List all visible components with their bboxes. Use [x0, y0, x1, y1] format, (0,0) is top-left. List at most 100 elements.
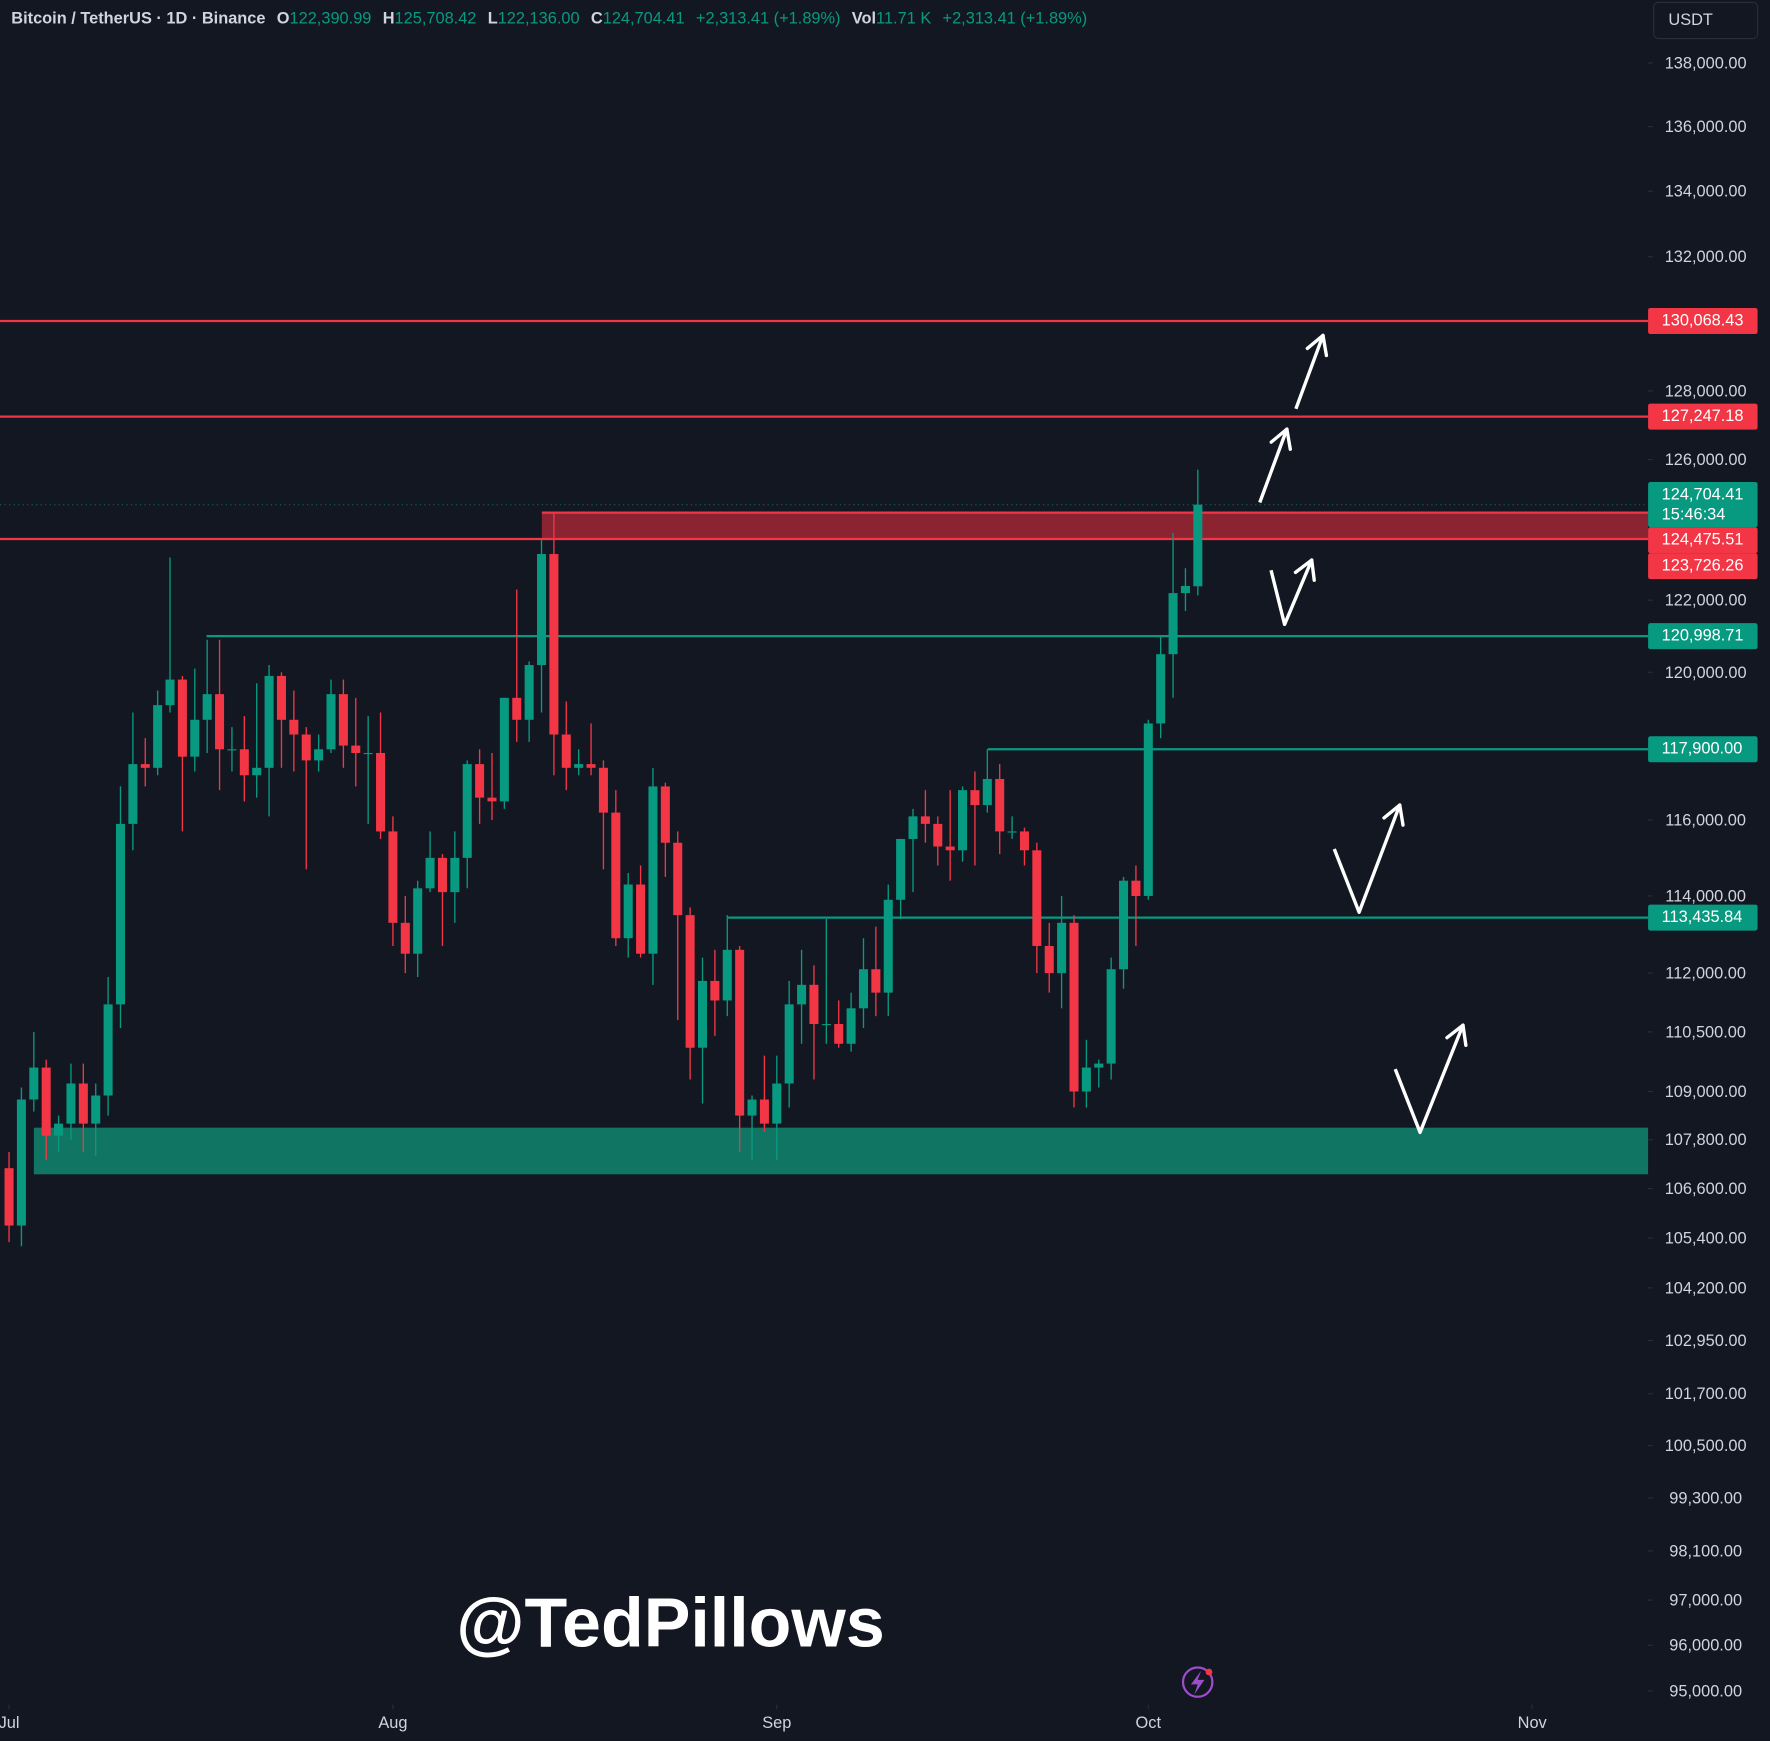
zone: [33, 1127, 1649, 1175]
candle-body: [1069, 922, 1079, 1092]
candle-body: [4, 1168, 14, 1226]
annotation-arrow: [1269, 558, 1316, 627]
icon-bolt[interactable]: [1190, 1670, 1205, 1695]
value: 11.71 K: [876, 10, 931, 28]
candle-body: [995, 778, 1005, 832]
candle-body: [301, 734, 311, 761]
price-axis-label: [1648, 736, 1758, 763]
candle-body: [499, 697, 509, 802]
value: 122,136.00: [498, 10, 580, 28]
candle-body: [945, 846, 955, 851]
candle-body: [388, 831, 398, 923]
y-tick-label: 114,000.00: [1665, 887, 1746, 905]
y-tick-label: 126,000.00: [1665, 451, 1747, 469]
candle-body: [834, 1024, 844, 1044]
candle-body: [264, 675, 274, 768]
candle-body: [475, 764, 485, 798]
price-axis-label-text: 124,704.41: [1662, 485, 1744, 503]
candle-body: [437, 857, 447, 893]
candle-body: [326, 694, 336, 750]
y-tick-label: 95,000.00: [1669, 1682, 1742, 1700]
candle-body: [1193, 504, 1203, 587]
candle-body: [920, 816, 930, 824]
y-tick-label: 109,000.00: [1665, 1083, 1747, 1101]
watermark: @TedPillows: [456, 1583, 884, 1661]
y-tick-label: 96,000.00: [1669, 1637, 1742, 1655]
zone: [541, 512, 1649, 539]
candle-body: [190, 719, 200, 757]
arrow-head: [1398, 803, 1405, 827]
candle-body: [524, 665, 534, 720]
candle-body: [239, 749, 249, 776]
candle-body: [685, 915, 695, 1048]
candle-body: [623, 884, 633, 939]
symbol: Bitcoin / TetherUS · 1D · Binance: [11, 10, 265, 28]
candle-body: [115, 823, 126, 1005]
plot-area: 138,000.00 136,000.00 134,000.00 132,000.00…: [0, 54, 1758, 1732]
price-axis-label: [1648, 553, 1758, 580]
currency-label[interactable]: USDT: [1668, 11, 1713, 29]
change: +2,313.41 (+1.89%): [943, 10, 1088, 28]
x-tick-label: Aug: [378, 1714, 407, 1732]
icon-dot[interactable]: [1205, 1668, 1213, 1676]
y-tick-label: 122,000.00: [1665, 592, 1747, 610]
arrow-shaft: [1269, 559, 1314, 627]
value: 124,704.41: [603, 10, 685, 28]
candle-body: [574, 764, 584, 768]
arrow-head: [1382, 803, 1402, 820]
candle-body: [735, 949, 745, 1116]
candle-body: [202, 694, 212, 720]
annotation-arrow: [1332, 803, 1405, 914]
lightning-icon[interactable]: [1181, 1666, 1214, 1698]
candle-body: [858, 969, 868, 1009]
icon-ring[interactable]: [1181, 1666, 1214, 1698]
currency-button[interactable]: [1653, 1, 1759, 40]
price-axis-label: [1648, 308, 1758, 334]
price-axis-label-text: 117,900.00: [1662, 740, 1743, 758]
price-axis-label-text: 130,068.43: [1662, 311, 1744, 329]
candle-body: [660, 786, 670, 843]
arrow-head: [1285, 427, 1292, 451]
candle-body: [289, 719, 299, 735]
price-axis-label: [1648, 623, 1758, 650]
x-tick-label: Oct: [1136, 1714, 1162, 1732]
candle-body: [1057, 922, 1067, 974]
y-tick-label: 134,000.00: [1665, 183, 1747, 201]
arrow-head: [1461, 1023, 1468, 1047]
label: Vol: [852, 10, 876, 28]
candle-body: [450, 857, 460, 893]
change: +2,313.41 (+1.89%): [696, 10, 841, 28]
candle-body: [982, 778, 992, 806]
candle-body: [276, 675, 286, 720]
candle-body: [103, 1004, 113, 1096]
y-tick-label: 104,200.00: [1665, 1279, 1747, 1297]
y-tick-label: 110,500.00: [1665, 1023, 1746, 1041]
y-tick-label: 120,000.00: [1665, 664, 1747, 682]
candle-body: [958, 790, 968, 851]
price-axis-label: [1648, 482, 1758, 528]
price-axis-label-text: 113,435.84: [1662, 908, 1743, 926]
y-tick-label: 97,000.00: [1669, 1592, 1742, 1610]
price-axis-label-text: 15:46:34: [1662, 506, 1726, 524]
label: H: [383, 10, 395, 28]
candle-body: [425, 857, 435, 889]
candle-body: [1007, 831, 1017, 833]
price-axis-label: [1648, 403, 1758, 430]
price-axis-label-text: 123,726.26: [1662, 556, 1744, 574]
candle-body: [177, 679, 187, 757]
value: 125,708.42: [395, 10, 477, 28]
x-tick-label: Nov: [1518, 1714, 1548, 1732]
candle-body: [561, 734, 571, 768]
candle-body: [128, 764, 138, 824]
label: C: [591, 10, 603, 28]
candle-body: [772, 1083, 782, 1124]
candle-body: [821, 1024, 831, 1026]
arrow-head: [1269, 427, 1289, 444]
candle-body: [1119, 880, 1129, 970]
candle-body: [710, 980, 720, 1001]
candle-body: [78, 1083, 88, 1124]
candle-body: [1094, 1063, 1104, 1068]
y-tick-label: 107,800.00: [1665, 1131, 1747, 1149]
